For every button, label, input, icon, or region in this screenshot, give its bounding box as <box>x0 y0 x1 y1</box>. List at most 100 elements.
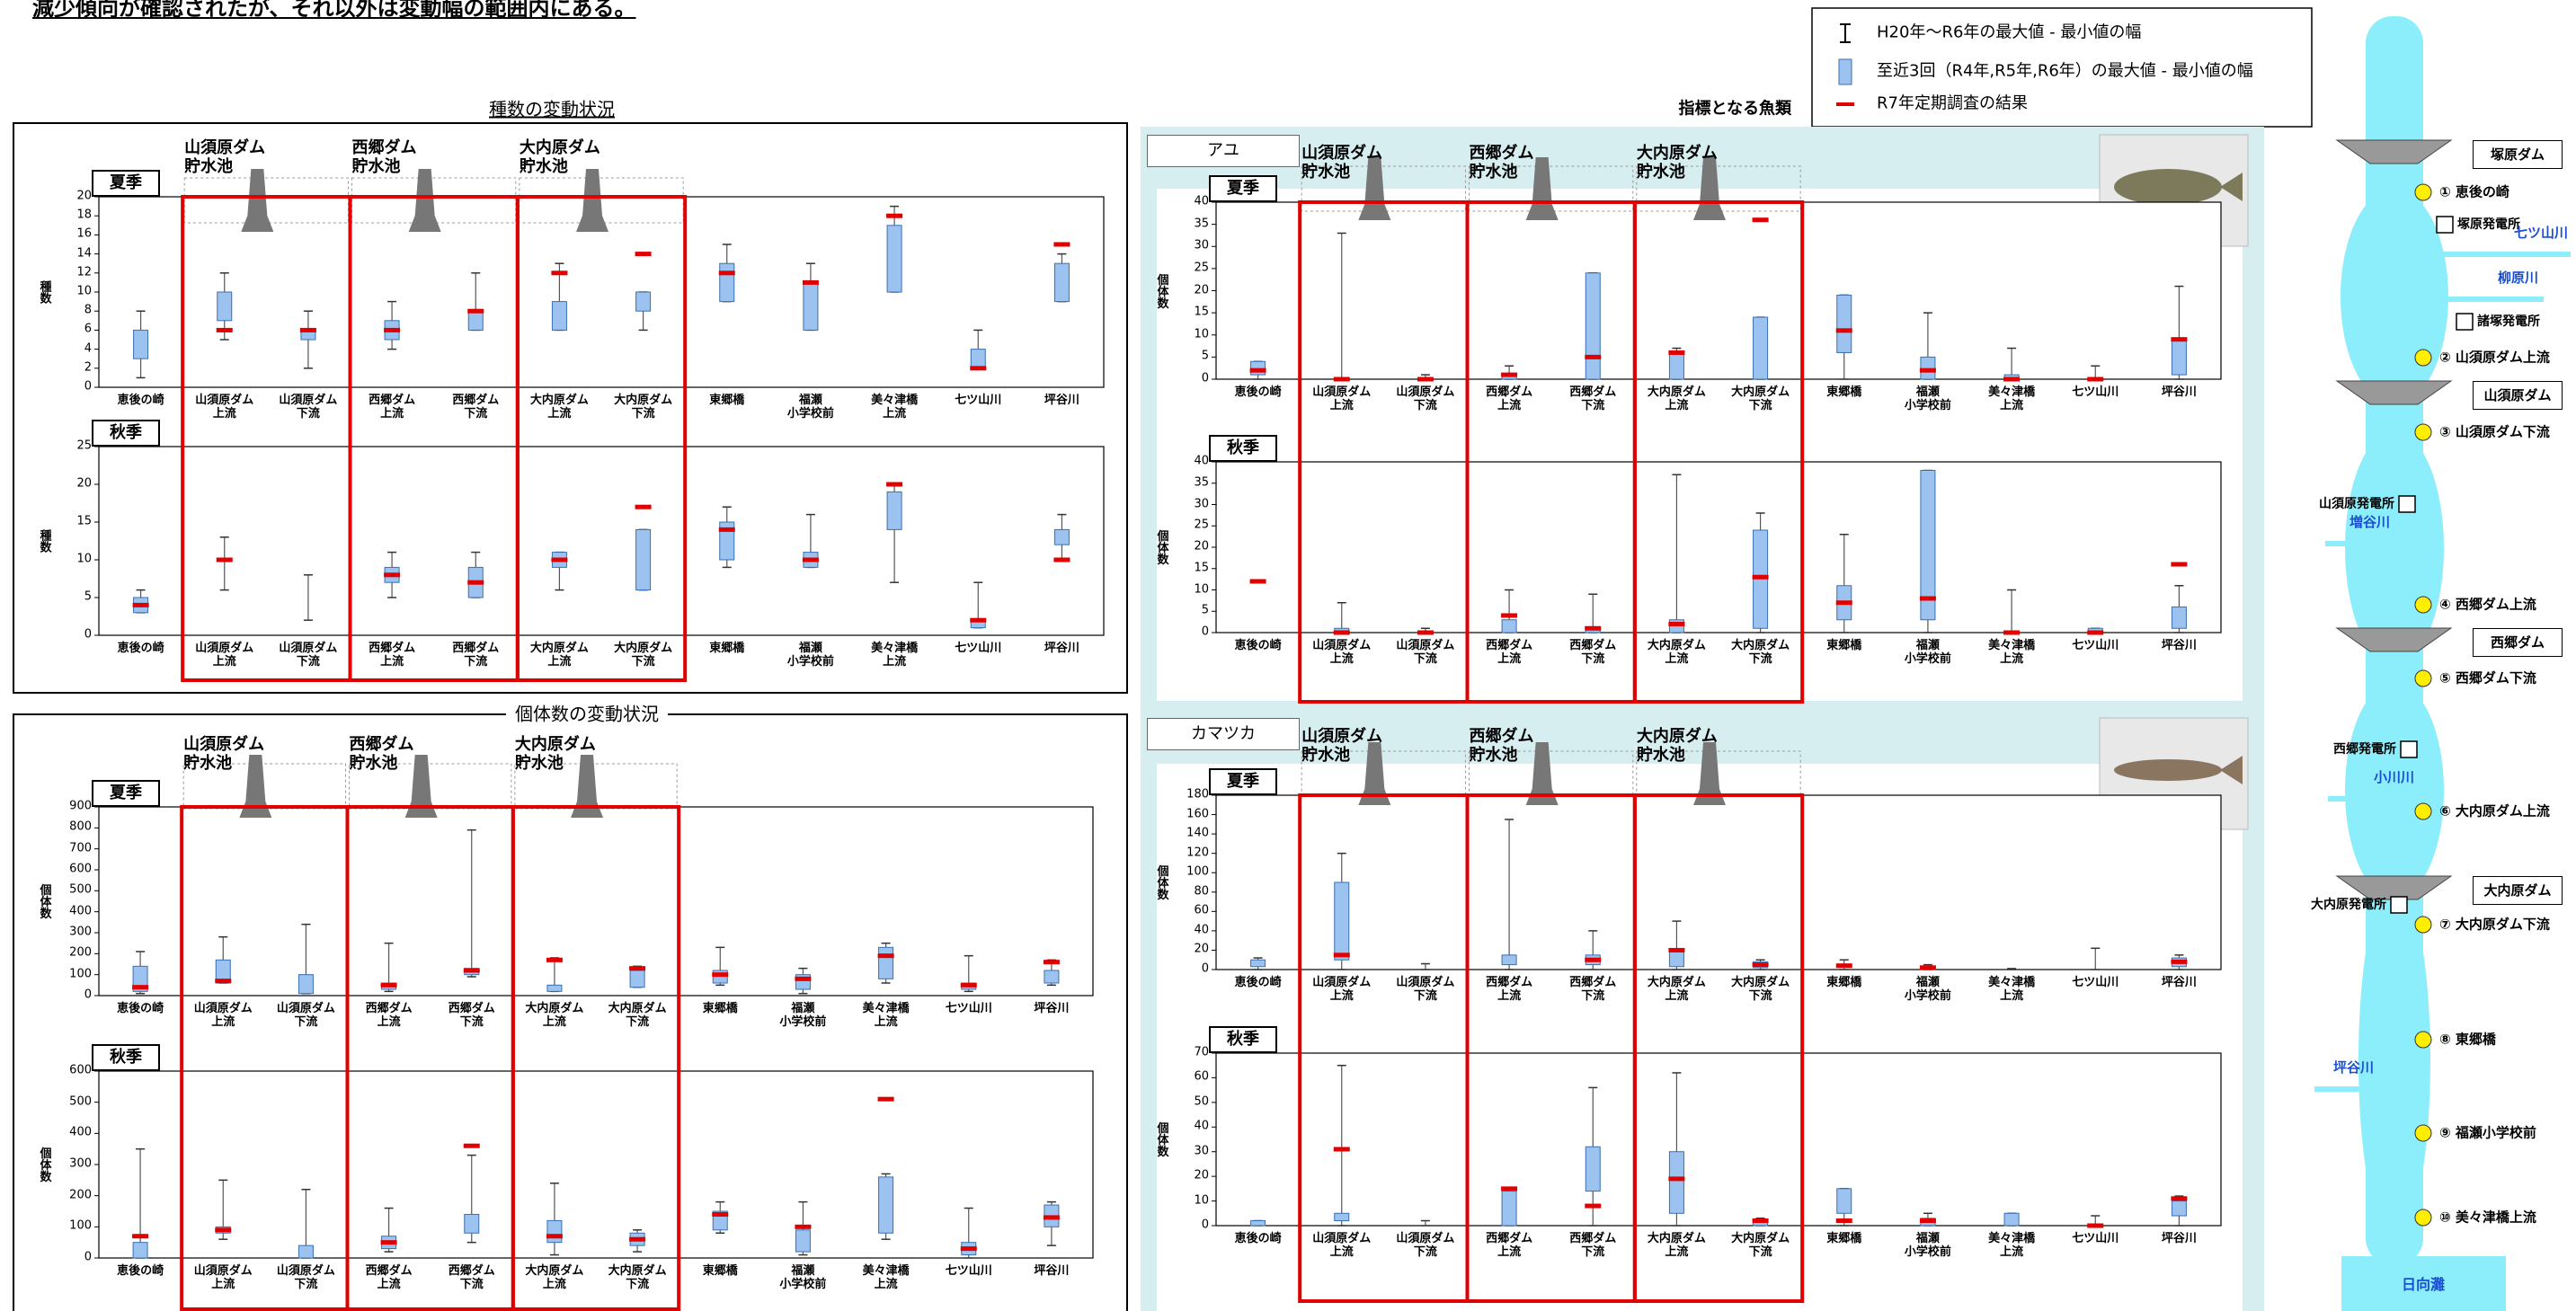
x-tick-label: 大内原ダム 上流 <box>529 642 589 669</box>
result-mark <box>463 1143 480 1148</box>
result-mark <box>1501 372 1518 377</box>
y-tick-label: 15 <box>76 514 92 528</box>
y-tick-label: 0 <box>1201 371 1209 385</box>
y-tick-label: 15 <box>1194 305 1209 319</box>
station-point <box>2414 596 2432 614</box>
river-pool <box>2345 683 2444 899</box>
y-tick-label: 600 <box>69 862 92 876</box>
result-mark <box>1668 1176 1685 1182</box>
result-mark <box>384 572 401 578</box>
y-tick-label: 2 <box>84 360 92 375</box>
x-tick-label: 山須原ダム 下流 <box>1396 976 1455 1003</box>
recent-box <box>132 1242 148 1259</box>
tributary <box>2431 297 2544 302</box>
station-label: ② 山須原ダム上流 <box>2439 349 2550 366</box>
recent-box <box>1053 528 1070 545</box>
y-tick-label: 80 <box>1194 884 1209 899</box>
result-mark <box>1585 957 1602 962</box>
recent-box <box>1501 619 1517 633</box>
x-tick-label: 東郷橋 <box>702 1002 738 1015</box>
y-tick-label: 20 <box>1194 1168 1209 1183</box>
dam-icon <box>1358 742 1391 805</box>
dam-icon <box>241 169 274 232</box>
y-tick-label: 5 <box>1201 603 1209 617</box>
dam-label: 西郷ダム 貯水池 <box>1469 727 1534 765</box>
x-tick-label: 東郷橋 <box>1826 639 1862 652</box>
result-mark <box>546 957 563 962</box>
x-tick-label: 恵後の崎 <box>1234 385 1282 399</box>
recent-box <box>467 310 484 331</box>
recent-box <box>1753 316 1769 380</box>
x-tick-label: 山須原ダム 下流 <box>1396 1232 1455 1259</box>
legend-box-icon <box>1838 58 1852 85</box>
y-axis-label: 個体数 <box>1154 529 1168 565</box>
recent-box <box>886 491 902 530</box>
dam-label: 大内原ダム 貯水池 <box>1636 144 1718 182</box>
dam-highlight <box>515 195 688 682</box>
y-tick-label: 800 <box>69 819 92 834</box>
dam-zone <box>1469 750 1634 797</box>
result-mark <box>463 968 480 973</box>
y-tick-label: 10 <box>76 552 92 566</box>
x-tick-label: 山須原ダム 下流 <box>279 394 338 421</box>
x-tick-label: 美々津橋 上流 <box>1988 1232 2036 1259</box>
y-tick-label: 0 <box>84 379 92 394</box>
y-tick-label: 20 <box>1194 942 1209 956</box>
x-tick-label: 大内原ダム 上流 <box>1647 1232 1706 1259</box>
x-tick-label: 大内原ダム 下流 <box>1731 976 1790 1003</box>
river-dam-label: 塚原ダム <box>2473 140 2563 169</box>
river-dam <box>2335 875 2453 900</box>
result-mark <box>1835 600 1852 606</box>
y-tick-label: 600 <box>69 1063 92 1077</box>
station-label: ④ 西郷ダム上流 <box>2439 596 2536 613</box>
y-tick-label: 180 <box>1186 787 1209 802</box>
y-tick-label: 0 <box>1201 961 1209 976</box>
dam-highlight <box>1632 793 1805 1303</box>
recent-box <box>878 946 894 979</box>
x-tick-label: 山須原ダム 下流 <box>276 1264 335 1291</box>
season-label: 夏季 <box>1209 175 1277 202</box>
result-mark <box>1752 1218 1769 1224</box>
x-tick-label: 山須原ダム 下流 <box>276 1002 335 1029</box>
x-tick-label: 七ツ山川 <box>2072 1232 2119 1245</box>
y-axis-label: 種数 <box>37 280 51 304</box>
recent-box <box>2003 1212 2020 1227</box>
dam-highlight <box>511 805 681 1311</box>
result-mark <box>718 527 735 532</box>
y-tick-label: 400 <box>69 1125 92 1139</box>
result-mark <box>1835 1218 1852 1224</box>
recent-box <box>1836 294 1852 353</box>
result-mark <box>2087 1223 2104 1228</box>
x-tick-label: 美々津橋 上流 <box>1988 976 2036 1003</box>
x-tick-label: 東郷橋 <box>1826 385 1862 399</box>
section-title: 個体数の変動状況 <box>506 704 668 725</box>
result-mark <box>960 982 977 988</box>
x-tick-label: 大内原ダム 下流 <box>1731 639 1790 666</box>
result-mark <box>1752 217 1769 223</box>
x-tick-label: 福瀬 小学校前 <box>779 1264 827 1291</box>
dam-icon <box>408 169 441 232</box>
power-label: 諸塚発電所 <box>2477 314 2540 329</box>
result-mark <box>886 482 903 487</box>
section-title: 種数の変動状況 <box>489 98 615 120</box>
station-point <box>2414 916 2432 934</box>
x-tick-label: 美々津橋 上流 <box>862 1002 910 1029</box>
y-tick-label: 4 <box>84 341 92 356</box>
recent-box <box>1044 970 1060 984</box>
power-station <box>2398 495 2416 513</box>
y-tick-label: 10 <box>1194 1193 1209 1208</box>
result-mark <box>467 308 484 314</box>
recent-box <box>635 528 652 591</box>
result-mark <box>1752 574 1769 580</box>
y-tick-label: 16 <box>76 226 92 241</box>
result-mark <box>1249 368 1266 373</box>
y-tick-label: 5 <box>84 589 92 604</box>
y-tick-label: 100 <box>69 967 92 981</box>
power-label: 山須原発電所 <box>2319 496 2394 511</box>
station-point <box>2414 349 2432 367</box>
x-tick-label: 七ツ山川 <box>955 394 1002 407</box>
season-label: 秋季 <box>1209 435 1277 462</box>
station-label: ① 恵後の崎 <box>2439 183 2509 200</box>
y-tick-label: 60 <box>1194 1069 1209 1084</box>
